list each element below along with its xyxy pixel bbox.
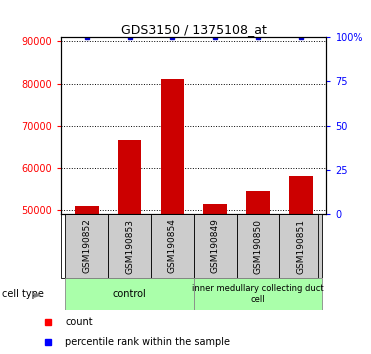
- Bar: [246, 191, 270, 354]
- Bar: [237, 214, 279, 278]
- Bar: [279, 214, 322, 278]
- Text: count: count: [65, 317, 93, 327]
- Bar: [289, 176, 313, 354]
- Title: GDS3150 / 1375108_at: GDS3150 / 1375108_at: [121, 23, 267, 36]
- Bar: [75, 206, 99, 354]
- Bar: [203, 204, 227, 354]
- Text: inner medullary collecting duct
cell: inner medullary collecting duct cell: [192, 284, 324, 303]
- Text: control: control: [113, 289, 147, 299]
- Bar: [161, 79, 184, 354]
- Bar: [66, 278, 194, 310]
- Bar: [151, 214, 194, 278]
- Text: ►: ►: [34, 289, 42, 299]
- Text: percentile rank within the sample: percentile rank within the sample: [65, 337, 230, 347]
- Text: GSM190854: GSM190854: [168, 218, 177, 274]
- Text: GSM190853: GSM190853: [125, 218, 134, 274]
- Bar: [118, 141, 141, 354]
- Text: cell type: cell type: [2, 289, 44, 299]
- Bar: [108, 214, 151, 278]
- Bar: [194, 214, 237, 278]
- Bar: [66, 214, 108, 278]
- Text: GSM190850: GSM190850: [253, 218, 263, 274]
- Text: GSM190852: GSM190852: [82, 218, 91, 274]
- Text: GSM190851: GSM190851: [296, 218, 305, 274]
- Bar: [194, 278, 322, 310]
- Text: GSM190849: GSM190849: [211, 218, 220, 274]
